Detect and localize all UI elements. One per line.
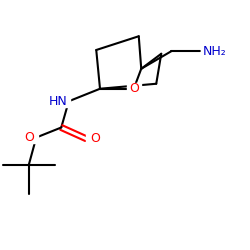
- Text: O: O: [24, 131, 34, 144]
- Bar: [55, 96, 70, 107]
- Bar: [201, 46, 224, 56]
- Bar: [28, 132, 38, 142]
- Text: O: O: [90, 132, 100, 145]
- Bar: [86, 134, 96, 144]
- Bar: [127, 83, 141, 94]
- Text: HN: HN: [49, 95, 68, 108]
- Text: NH₂: NH₂: [202, 45, 226, 58]
- Text: O: O: [129, 82, 139, 95]
